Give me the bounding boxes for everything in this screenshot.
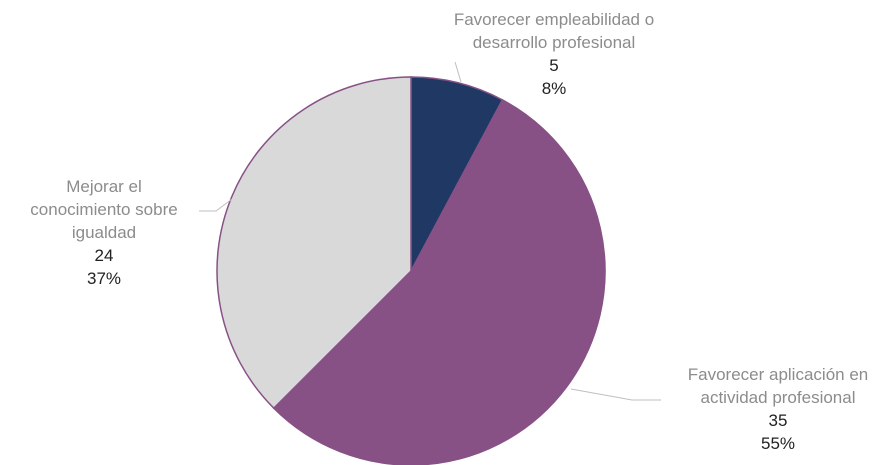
slice-label-line-2: Favorecer aplicación en [688, 365, 868, 384]
slice-value-label-1: 5 [549, 56, 558, 75]
slice-label-line-1: Favorecer empleabilidad o [454, 10, 654, 29]
pie-slice-3 [216, 76, 412, 410]
slice-label-line-2: actividad profesional [701, 388, 856, 407]
leader-line-2 [570, 388, 661, 401]
slice-percent-label-1: 8% [542, 79, 567, 98]
slice-label-line-3: igualdad [72, 223, 136, 242]
slice-label-line-3: conocimiento sobre [30, 200, 177, 219]
slice-label-line-3: Mejorar el [66, 177, 142, 196]
pie-slices [216, 76, 606, 465]
slice-percent-label-3: 37% [87, 269, 121, 288]
slice-percent-label-2: 55% [761, 434, 795, 453]
pie-slice-1 [410, 76, 504, 272]
slice-value-label-2: 35 [769, 411, 788, 430]
leader-line-3 [199, 198, 233, 212]
leader-line-1 [454, 61, 462, 83]
slice-value-label-3: 24 [95, 246, 114, 265]
pie-slice-2 [272, 98, 606, 465]
leader-lines [199, 61, 661, 401]
data-labels: Favorecer empleabilidad o desarrollo prof… [30, 10, 868, 453]
slice-label-line-1: desarrollo profesional [473, 33, 636, 52]
